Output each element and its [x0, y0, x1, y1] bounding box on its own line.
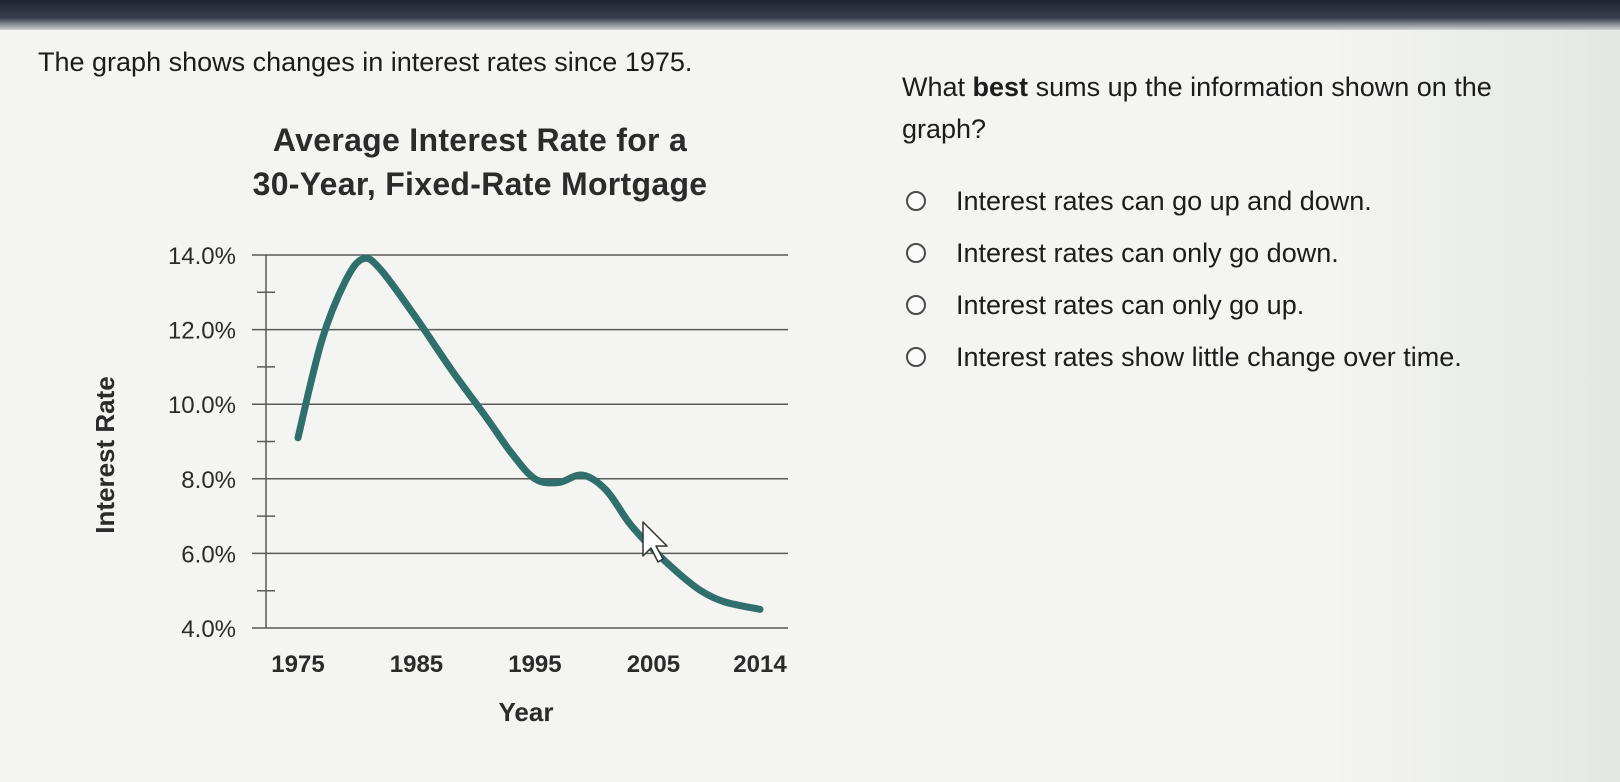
y-tick-label: 6.0%	[181, 541, 236, 568]
answer-option-1[interactable]: Interest rates can go up and down.	[906, 175, 1462, 227]
radio-button[interactable]	[906, 295, 926, 315]
x-tick-label: 2005	[627, 651, 680, 678]
answer-option-3[interactable]: Interest rates can only go up.	[906, 279, 1462, 331]
series-line	[294, 254, 764, 613]
chart-title-line-1: Average Interest Rate for a	[272, 122, 688, 158]
intro-text: The graph shows changes in interest rate…	[38, 47, 693, 77]
chart-title: Average Interest Rate for a 30-Year, Fix…	[185, 118, 775, 206]
question-suffix: sums up the information shown on the gra…	[902, 72, 1492, 144]
y-tick-label: 4.0%	[181, 616, 236, 643]
answer-option-label: Interest rates can only go down.	[956, 237, 1339, 268]
x-tick-label: 1995	[508, 651, 561, 678]
answer-option-4[interactable]: Interest rates show little change over t…	[906, 331, 1462, 383]
radio-button[interactable]	[906, 191, 926, 211]
y-tick-label: 8.0%	[181, 467, 236, 494]
interest-rate-chart: 14.0% 12.0% 10.0% 8.0% 6.0% 4.0% 1975 1985 1995 2…	[90, 243, 788, 727]
answer-option-2[interactable]: Interest rates can only go down.	[906, 227, 1462, 279]
x-tick-label: 1985	[390, 651, 443, 678]
answer-options: Interest rates can go up and down. Inter…	[906, 175, 1462, 383]
y-tick-label: 10.0%	[168, 392, 236, 419]
y-tick-label: 12.0%	[168, 318, 236, 345]
question-text: What best sums up the information shown …	[902, 66, 1582, 150]
mouse-cursor-icon	[642, 521, 668, 563]
x-tick-label: 1975	[271, 651, 324, 678]
answer-option-label: Interest rates can go up and down.	[956, 185, 1372, 216]
x-axis-label: Year	[499, 697, 554, 727]
x-tick-label: 2014	[733, 651, 787, 678]
answer-option-label: Interest rates show little change over t…	[956, 341, 1462, 372]
answer-option-label: Interest rates can only go up.	[956, 289, 1305, 320]
radio-button[interactable]	[906, 347, 926, 367]
radio-button[interactable]	[906, 243, 926, 263]
top-bezel	[0, 0, 1620, 30]
screen-glare	[1330, 30, 1620, 782]
question-prefix: What	[902, 72, 973, 102]
chart-title-line-2: 30-Year, Fixed-Rate Mortgage	[252, 166, 708, 202]
y-axis-label: Interest Rate	[90, 376, 120, 534]
y-tick-label: 14.0%	[168, 243, 236, 270]
question-emphasis: best	[972, 72, 1029, 102]
